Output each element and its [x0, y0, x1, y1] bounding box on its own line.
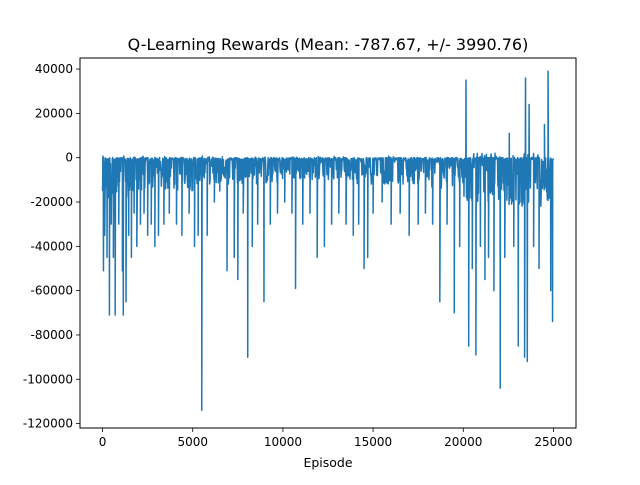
y-axis-ticks: -120000 -100000 -80000 -60000 -40000 -20000 0 2… — [23, 62, 80, 431]
x-tick-label: 15000 — [354, 435, 392, 449]
y-tick-label: -40000 — [30, 239, 73, 253]
y-tick-label: -60000 — [30, 284, 73, 298]
y-tick-label: -20000 — [30, 195, 73, 209]
x-axis-label: Episode — [303, 455, 352, 470]
x-tick-label: 5000 — [177, 435, 208, 449]
chart-title: Q-Learning Rewards (Mean: -787.67, +/- 3… — [128, 35, 529, 54]
x-tick-label: 25000 — [534, 435, 572, 449]
x-tick-label: 20000 — [444, 435, 482, 449]
plot-frame — [79, 57, 577, 429]
y-tick-label: -120000 — [23, 417, 73, 431]
rewards-series-line — [101, 70, 555, 412]
x-axis-ticks: 0 5000 10000 15000 20000 25000 — [99, 428, 573, 449]
x-tick-label: 0 — [99, 435, 107, 449]
y-tick-label: 40000 — [35, 62, 73, 76]
y-tick-label: -80000 — [30, 328, 73, 342]
y-tick-label: 20000 — [35, 106, 73, 120]
x-tick-label: 10000 — [264, 435, 302, 449]
y-tick-label: -100000 — [23, 372, 73, 386]
y-tick-label: 0 — [65, 151, 73, 165]
series-line-layer — [101, 70, 555, 412]
